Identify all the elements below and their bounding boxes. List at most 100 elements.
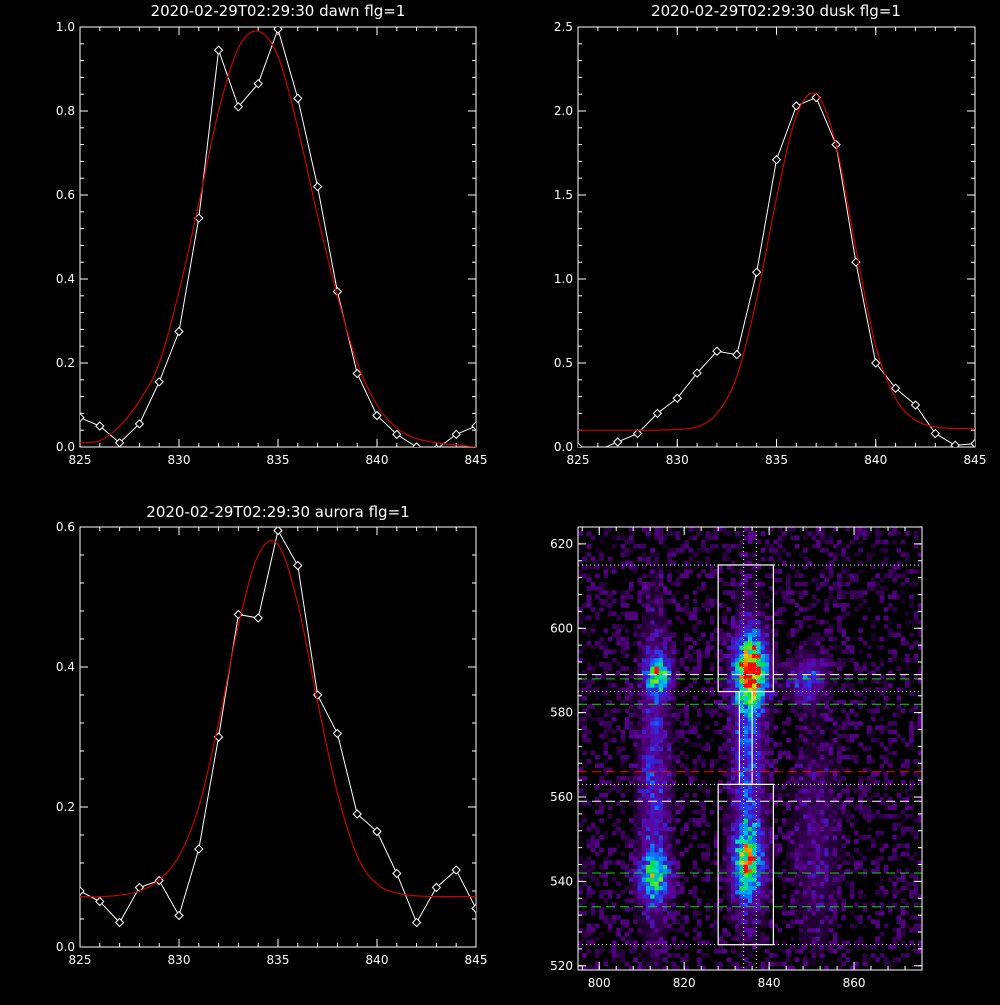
spectrogram-pixel [693, 894, 698, 899]
spectrogram-pixel [629, 721, 634, 726]
spectrogram-pixel [642, 616, 647, 621]
spectrogram-pixel [786, 755, 791, 760]
spectrogram-pixel [782, 535, 787, 540]
spectrogram-pixel [654, 628, 659, 633]
spectrogram-pixel [642, 730, 647, 735]
spectrogram-pixel [812, 801, 817, 806]
spectrogram-pixel [756, 814, 761, 819]
dusk-y-tick-label: 1.5 [554, 188, 573, 202]
spectrogram-pixel [714, 730, 719, 735]
spectrogram-pixel [603, 603, 608, 608]
spectrogram-pixel [633, 641, 638, 646]
spectrogram-pixel [688, 658, 693, 663]
spectrogram-pixel [633, 624, 638, 629]
spectrogram-pixel [659, 603, 664, 608]
spectrogram-pixel [820, 949, 825, 954]
spectrogram-pixel [595, 852, 600, 857]
spectrogram-pixel [642, 881, 647, 886]
spectrogram-pixel [629, 949, 634, 954]
spectrogram-pixel [663, 586, 668, 591]
spectrogram-pixel [586, 531, 591, 536]
spectrogram-pixel [833, 557, 838, 562]
spectrogram-pixel [850, 649, 855, 654]
spectrogram-pixel [701, 831, 706, 836]
spectrogram-pixel [633, 679, 638, 684]
spectrogram-pixel [786, 843, 791, 848]
spectrogram-pixel [722, 755, 727, 760]
spectrogram-pixel [756, 616, 761, 621]
spectrogram-pixel [761, 827, 766, 832]
spectrogram-pixel [663, 590, 668, 595]
spectrogram-pixel [748, 595, 753, 600]
spectrogram-pixel [744, 620, 749, 625]
spectrogram-pixel [727, 890, 732, 895]
spectrogram-pixel [846, 957, 851, 962]
spectrogram-pixel [807, 886, 812, 891]
spectrogram-pixel [727, 898, 732, 903]
spectrogram-pixel [837, 852, 842, 857]
spectrogram-pixel [837, 755, 842, 760]
spectrogram-pixel [846, 860, 851, 865]
spectrogram-pixel [761, 962, 766, 967]
spectrogram-pixel [642, 599, 647, 604]
spectrogram-pixel [778, 586, 783, 591]
spectrogram-pixel [867, 645, 872, 650]
spectrogram-pixel [773, 789, 778, 794]
spectrogram-pixel [676, 738, 681, 743]
spectrogram-pixel [654, 957, 659, 962]
spectrogram-pixel [676, 877, 681, 882]
spectrogram-pixel [761, 865, 766, 870]
spectrogram-pixel [748, 607, 753, 612]
spectrogram-pixel [718, 569, 723, 574]
spectrogram-pixel [807, 683, 812, 688]
spectrogram-pixel [735, 911, 740, 916]
spectrogram-pixel [654, 658, 659, 663]
spectrogram-pixel [748, 949, 753, 954]
spectrogram-pixel [744, 641, 749, 646]
spectrogram-pixel [752, 582, 757, 587]
spectrogram-pixel [684, 877, 689, 882]
spectrogram-pixel [722, 683, 727, 688]
spectrogram-pixel [824, 805, 829, 810]
spectrogram-pixel [680, 641, 685, 646]
spectrogram-pixel [875, 835, 880, 840]
spectrogram-pixel [693, 822, 698, 827]
spectrogram-pixel [646, 911, 651, 916]
spectrogram-pixel [671, 818, 676, 823]
spectrogram-pixel [803, 839, 808, 844]
spectrogram-pixel [633, 818, 638, 823]
spectrogram-pixel [642, 831, 647, 836]
spectrogram-pixel [867, 746, 872, 751]
spectrogram-pixel [671, 911, 676, 916]
spectrogram-pixel [761, 822, 766, 827]
spectrogram-pixel [875, 793, 880, 798]
spectrogram-pixel [608, 595, 613, 600]
spectrogram-pixel [620, 759, 625, 764]
spectrogram-pixel [875, 865, 880, 870]
spectrogram-pixel [880, 755, 885, 760]
spectrogram-pixel [693, 810, 698, 815]
spectrogram-pixel [761, 692, 766, 697]
spectrogram-pixel [858, 540, 863, 545]
spectrogram-pixel [748, 616, 753, 621]
spectrogram-pixel [765, 683, 770, 688]
spectrogram-pixel [748, 784, 753, 789]
spectrogram-pixel [727, 784, 732, 789]
spectrogram-pixel [680, 599, 685, 604]
spectrogram-pixel [595, 953, 600, 958]
spectrogram-pixel [620, 548, 625, 553]
spectrogram-pixel [880, 877, 885, 882]
spectrogram-pixel [599, 911, 604, 916]
spectrogram-pixel [803, 721, 808, 726]
spectrogram-pixel [884, 557, 889, 562]
spectrogram-pixel [722, 835, 727, 840]
spectrogram-pixel [659, 915, 664, 920]
spectrogram-pixel [654, 852, 659, 857]
spectrogram-pixel [884, 725, 889, 730]
spectrogram-pixel [761, 810, 766, 815]
spectrogram-pixel [829, 801, 834, 806]
spectrogram-pixel [829, 734, 834, 739]
spectrogram-pixel [663, 856, 668, 861]
spectrogram-pixel [722, 620, 727, 625]
spectrogram-pixel [841, 805, 846, 810]
